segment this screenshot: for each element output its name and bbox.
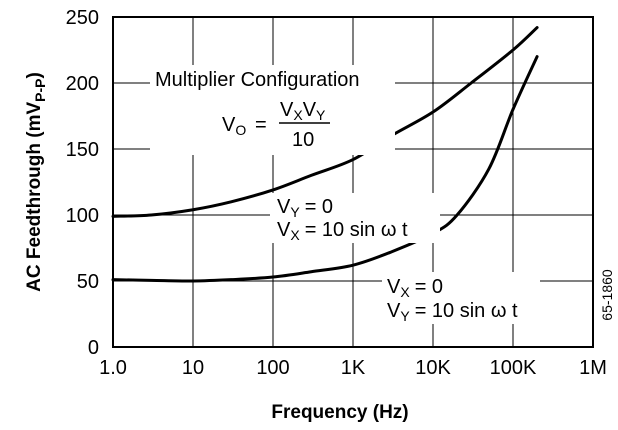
- y-axis-title: AC Feedthrough (mVP-P): [24, 72, 48, 292]
- svg-text:VXVY: VXVY: [280, 99, 326, 123]
- lower-label-line2: VY = 10 sin ω t: [387, 300, 518, 324]
- x-axis-title: Frequency (Hz): [271, 402, 408, 423]
- svg-text:AC Feedthrough (mVP-P): AC Feedthrough (mVP-P): [24, 72, 48, 292]
- y-axis-title-sub: P-P: [32, 78, 48, 101]
- y-tick-label: 150: [66, 139, 99, 161]
- x-tick-label: 1K: [341, 357, 366, 379]
- formula-equals: =: [255, 114, 267, 136]
- formula-denominator: 10: [292, 129, 314, 151]
- x-tick-label: 1M: [579, 357, 607, 379]
- formula-lhs-sub: O: [235, 122, 246, 138]
- config-title: Multiplier Configuration: [155, 69, 360, 91]
- y-tick-labels: 0 50 100 150 200 250: [66, 7, 99, 359]
- formula-num-2: V: [303, 99, 317, 121]
- config-label-bg: [150, 65, 395, 155]
- x-tick-label: 10: [182, 357, 204, 379]
- lower-label-bg: [382, 272, 540, 324]
- formula-lhs: V: [222, 114, 236, 136]
- svg-text:65-1860: 65-1860: [599, 269, 615, 321]
- y-tick-label: 250: [66, 7, 99, 29]
- formula-num-2-sub: Y: [316, 107, 326, 123]
- lower-label-line1: VX = 0: [387, 276, 443, 300]
- formula-num-1: V: [280, 99, 294, 121]
- upper-label-line1: VY = 0: [277, 196, 333, 220]
- svg-text:VO: VO: [222, 114, 246, 138]
- x-tick-label: 100: [256, 357, 289, 379]
- figure-id: 65-1860: [599, 269, 615, 321]
- x-tick-labels: 1.0 10 100 1K 10K 100K 1M: [99, 357, 607, 379]
- y-tick-label: 200: [66, 73, 99, 95]
- x-tick-label: 1.0: [99, 357, 127, 379]
- formula-num-1-sub: X: [293, 107, 303, 123]
- x-tick-label: 10K: [415, 357, 451, 379]
- formula: VO = VXVY 10: [222, 99, 330, 151]
- upper-label-line2: VX = 10 sin ω t: [277, 219, 408, 243]
- x-tick-label: 100K: [490, 357, 537, 379]
- y-axis-title-close: ): [24, 72, 45, 78]
- upper-label-bg: [270, 193, 440, 243]
- y-axis-title-main: AC Feedthrough (mV: [24, 102, 45, 292]
- series-group: [111, 26, 539, 283]
- y-tick-label: 100: [66, 205, 99, 227]
- y-tick-label: 0: [88, 337, 99, 359]
- plot-frame: [112, 16, 594, 348]
- series-line-upper: [111, 26, 539, 218]
- series-line-lower: [111, 55, 539, 283]
- y-tick-label: 50: [77, 271, 99, 293]
